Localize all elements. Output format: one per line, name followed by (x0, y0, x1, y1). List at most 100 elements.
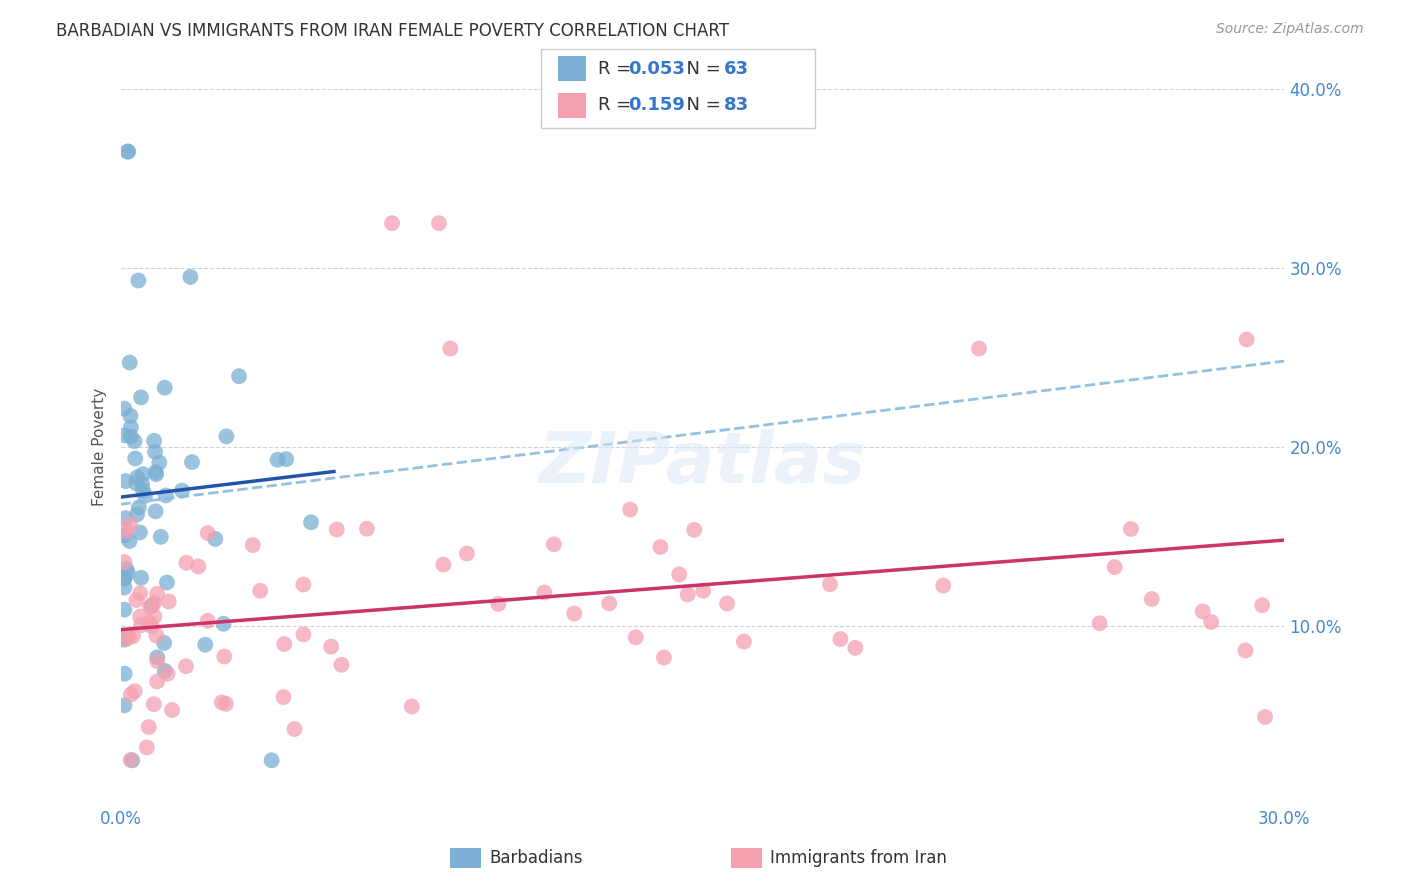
Point (194, 638, 217, 652)
Point (439, 342, 461, 356)
Point (139, 599, 162, 614)
Point (179, 269, 201, 284)
Point (292, 577, 315, 591)
Point (114, 666, 136, 681)
Point (273, 637, 295, 651)
Point (146, 654, 169, 668)
Point (112, 428, 135, 442)
Point (204, 532, 226, 546)
Point (562, 607, 585, 621)
Point (668, 567, 690, 582)
Point (1191, 604, 1213, 618)
Point (330, 657, 353, 672)
Point (112, 632, 135, 647)
Text: 83: 83 (724, 96, 749, 114)
Point (124, 684, 146, 698)
Point (134, 489, 156, 503)
Point (121, 753, 143, 767)
Point (129, 571, 152, 585)
Point (214, 649, 236, 664)
Point (932, 579, 955, 593)
Point (356, 522, 378, 536)
Point (120, 420, 142, 434)
Point (624, 630, 647, 644)
Point (142, 596, 165, 610)
Point (181, 455, 204, 469)
Point (533, 585, 555, 599)
Point (125, 593, 148, 607)
Point (124, 451, 146, 466)
Point (299, 516, 322, 530)
Point (120, 429, 142, 443)
Point (141, 619, 163, 633)
Point (146, 587, 169, 601)
Point (197, 614, 219, 628)
Point (138, 720, 160, 734)
Point (733, 634, 755, 648)
Point (676, 587, 699, 601)
Point (1088, 616, 1111, 631)
Point (273, 690, 295, 704)
Point (153, 664, 176, 678)
Point (129, 618, 152, 632)
Point (112, 571, 135, 585)
Point (650, 540, 672, 554)
Point (174, 659, 197, 673)
Point (325, 523, 347, 537)
Point (117, 145, 139, 159)
Point (112, 603, 135, 617)
Point (1234, 643, 1257, 657)
Point (112, 571, 135, 585)
Point (115, 524, 138, 538)
Point (401, 699, 423, 714)
Point (142, 697, 165, 711)
Point (117, 145, 139, 159)
Point (129, 586, 152, 600)
Point (127, 273, 149, 287)
Point (148, 456, 170, 470)
Point (131, 477, 153, 491)
Point (211, 695, 233, 709)
Point (1251, 599, 1274, 613)
Point (160, 703, 183, 717)
Point (215, 429, 238, 443)
Point (138, 615, 160, 630)
Point (1119, 522, 1142, 536)
Point (212, 616, 235, 631)
Point (319, 640, 342, 654)
Point (156, 666, 179, 681)
Text: 63: 63 (724, 60, 749, 78)
Y-axis label: Female Poverty: Female Poverty (93, 388, 107, 506)
Point (112, 401, 135, 416)
Point (125, 508, 148, 522)
Point (283, 722, 305, 736)
Point (128, 525, 150, 540)
Point (118, 630, 141, 644)
Point (427, 216, 450, 230)
Point (120, 409, 142, 423)
Point (170, 483, 193, 498)
Point (432, 558, 454, 572)
Point (128, 500, 150, 515)
Point (242, 538, 264, 552)
Point (120, 517, 142, 532)
Point (118, 355, 141, 369)
Point (260, 753, 283, 767)
Point (276, 452, 298, 467)
Point (114, 474, 136, 488)
Point (153, 636, 176, 650)
Text: R =: R = (598, 96, 637, 114)
Point (143, 609, 166, 624)
Point (143, 445, 166, 459)
Point (112, 528, 135, 542)
Point (145, 465, 167, 479)
Point (456, 547, 478, 561)
Text: N =: N = (675, 60, 727, 78)
Point (125, 476, 148, 491)
Point (141, 599, 163, 613)
Point (112, 698, 135, 713)
Point (716, 597, 738, 611)
Text: BARBADIAN VS IMMIGRANTS FROM IRAN FEMALE POVERTY CORRELATION CHART: BARBADIAN VS IMMIGRANTS FROM IRAN FEMALE… (56, 22, 730, 40)
Point (156, 575, 179, 590)
Text: 0.159: 0.159 (628, 96, 685, 114)
